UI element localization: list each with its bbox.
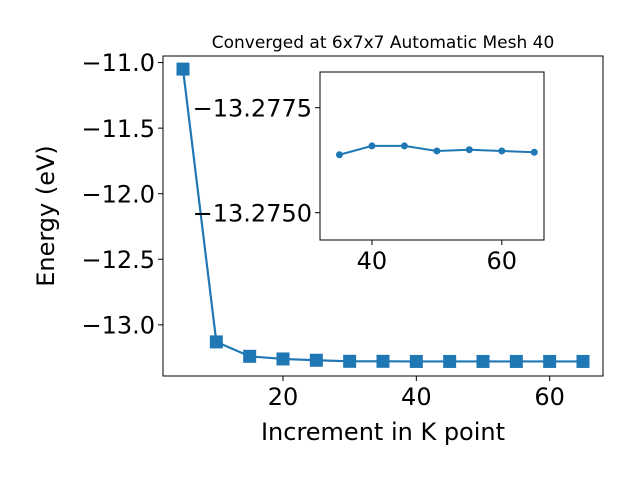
main-series — [176, 62, 590, 368]
data-point — [530, 148, 538, 156]
y-axis-label: Energy (eV) — [32, 145, 60, 287]
data-point — [443, 354, 457, 368]
data-point — [335, 151, 343, 159]
y-tick-label: −11.5 — [81, 115, 155, 143]
y-tick-label: −13.2750 — [193, 199, 312, 227]
data-point — [243, 349, 257, 363]
data-point — [376, 354, 390, 368]
inset-y-ticks: −13.2775 −13.2750 — [193, 94, 320, 227]
inset-x-ticks: 40 60 — [357, 240, 517, 275]
x-axis-label: Increment in K point — [261, 418, 505, 446]
data-point — [409, 354, 423, 368]
data-point — [343, 354, 357, 368]
data-point — [498, 147, 506, 155]
x-tick-label: 40 — [357, 247, 388, 275]
x-tick-label: 60 — [534, 383, 565, 411]
y-tick-label: −12.5 — [81, 246, 155, 274]
x-tick-label: 20 — [268, 383, 299, 411]
inset-plot-frame — [319, 71, 545, 241]
data-point — [276, 352, 290, 366]
main-x-ticks: 20 40 60 — [268, 376, 565, 411]
inset-series — [335, 142, 538, 159]
main-y-ticks: −11.0 −11.5 −12.0 −12.5 −13.0 — [81, 49, 163, 339]
x-tick-label: 40 — [401, 383, 432, 411]
data-point — [509, 354, 523, 368]
y-tick-label: −13.0 — [81, 311, 155, 339]
data-point — [433, 147, 441, 155]
y-tick-label: −12.0 — [81, 180, 155, 208]
inset-background — [320, 72, 544, 240]
data-point — [209, 335, 223, 349]
data-point — [465, 146, 473, 154]
data-point — [176, 62, 190, 76]
data-point — [309, 353, 323, 367]
chart-title: Converged at 6x7x7 Automatic Mesh 40 — [212, 33, 555, 53]
x-tick-label: 60 — [487, 247, 518, 275]
data-point — [576, 354, 590, 368]
data-point — [400, 142, 408, 150]
y-tick-label: −11.0 — [81, 49, 155, 77]
y-tick-label: −13.2775 — [193, 94, 312, 122]
main-plot-frame — [162, 55, 604, 377]
data-point — [476, 354, 490, 368]
data-point — [543, 354, 557, 368]
data-point — [368, 142, 376, 150]
